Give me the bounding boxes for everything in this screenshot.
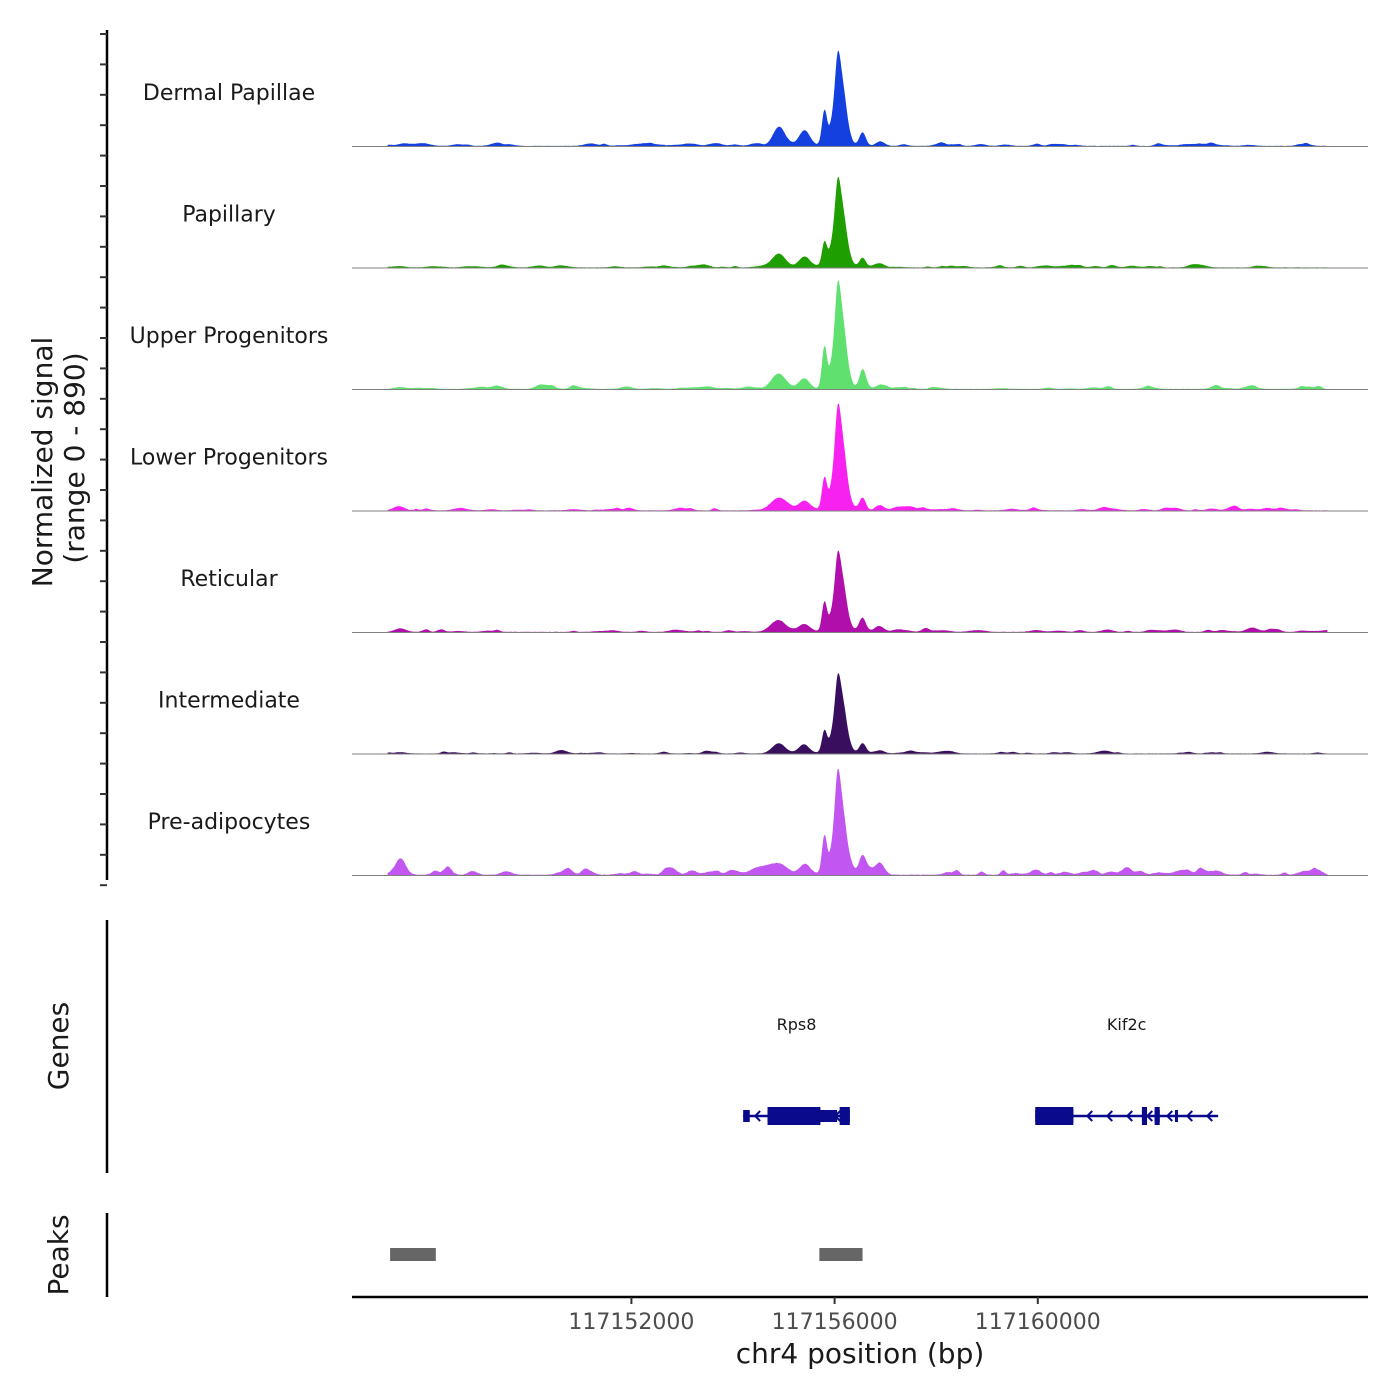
signal-area-4	[387, 550, 1328, 632]
peak-region-1	[819, 1248, 863, 1261]
strand-arrow	[1085, 1110, 1093, 1122]
strand-arrow	[1185, 1110, 1193, 1122]
track-label-5: Intermediate	[158, 689, 300, 714]
gene-cds	[1141, 1107, 1148, 1125]
genes-panel: Rps8 Kif2c	[105, 920, 1219, 1173]
gene-cds	[1035, 1107, 1074, 1125]
strand-arrow	[1205, 1110, 1213, 1122]
strand-arrow	[1105, 1110, 1113, 1122]
track-1: Papillary	[182, 176, 1368, 269]
signal-area-2	[387, 280, 1328, 389]
x-axis-title: chr4 position (bp)	[736, 1337, 985, 1370]
track-6: Pre-adipocytes	[148, 768, 1368, 876]
track-label-2: Upper Progenitors	[130, 324, 329, 349]
track-5: Intermediate	[158, 672, 1368, 755]
signal-area-3	[387, 403, 1328, 511]
x-tick-label-1: 117156000	[772, 1310, 898, 1335]
gene-cds	[839, 1107, 850, 1125]
strand-arrow	[753, 1110, 761, 1122]
gene-exon	[743, 1110, 750, 1122]
signal-area-1	[387, 176, 1328, 268]
signal-y-axis	[100, 30, 109, 887]
peaks-panel	[105, 1213, 863, 1297]
track-label-6: Pre-adipocytes	[148, 810, 311, 835]
strand-arrow	[1145, 1110, 1153, 1122]
gene-cds	[767, 1107, 821, 1125]
gene-1: Kif2c	[1035, 1015, 1219, 1125]
genes-axis-title: Genes	[42, 1002, 75, 1090]
strand-arrow	[1165, 1110, 1173, 1122]
gene-label-0: Rps8	[777, 1015, 817, 1034]
y-axis-title-line2: (range 0 - 890)	[58, 352, 91, 563]
track-label-0: Dermal Papillae	[143, 81, 315, 106]
x-tick-label-0: 117152000	[568, 1310, 694, 1335]
track-label-3: Lower Progenitors	[130, 446, 328, 471]
gene-cds	[1154, 1107, 1160, 1125]
gene-exon	[1174, 1110, 1178, 1122]
track-label-1: Papillary	[182, 203, 276, 228]
track-0: Dermal Papillae	[143, 50, 1368, 147]
strand-arrow	[1125, 1110, 1133, 1122]
track-label-4: Reticular	[180, 567, 278, 592]
signal-area-0	[387, 50, 1328, 146]
y-axis-title-line1: Normalized signal	[26, 337, 59, 588]
signal-area-5	[387, 672, 1328, 754]
peaks-axis-title: Peaks	[42, 1214, 75, 1295]
track-3: Lower Progenitors	[130, 403, 1368, 512]
gene-label-1: Kif2c	[1107, 1015, 1147, 1034]
gene-0: Rps8	[743, 1015, 850, 1125]
peak-region-0	[390, 1248, 436, 1261]
track-4: Reticular	[180, 550, 1368, 633]
coverage-tracks: Dermal Papillae Papillary Upper Progenitor…	[130, 50, 1368, 876]
signal-area-6	[387, 768, 1328, 875]
track-2: Upper Progenitors	[130, 280, 1368, 390]
x-tick-label-2: 117160000	[975, 1310, 1101, 1335]
position-x-axis: 117152000 117156000 117160000	[352, 1295, 1368, 1335]
